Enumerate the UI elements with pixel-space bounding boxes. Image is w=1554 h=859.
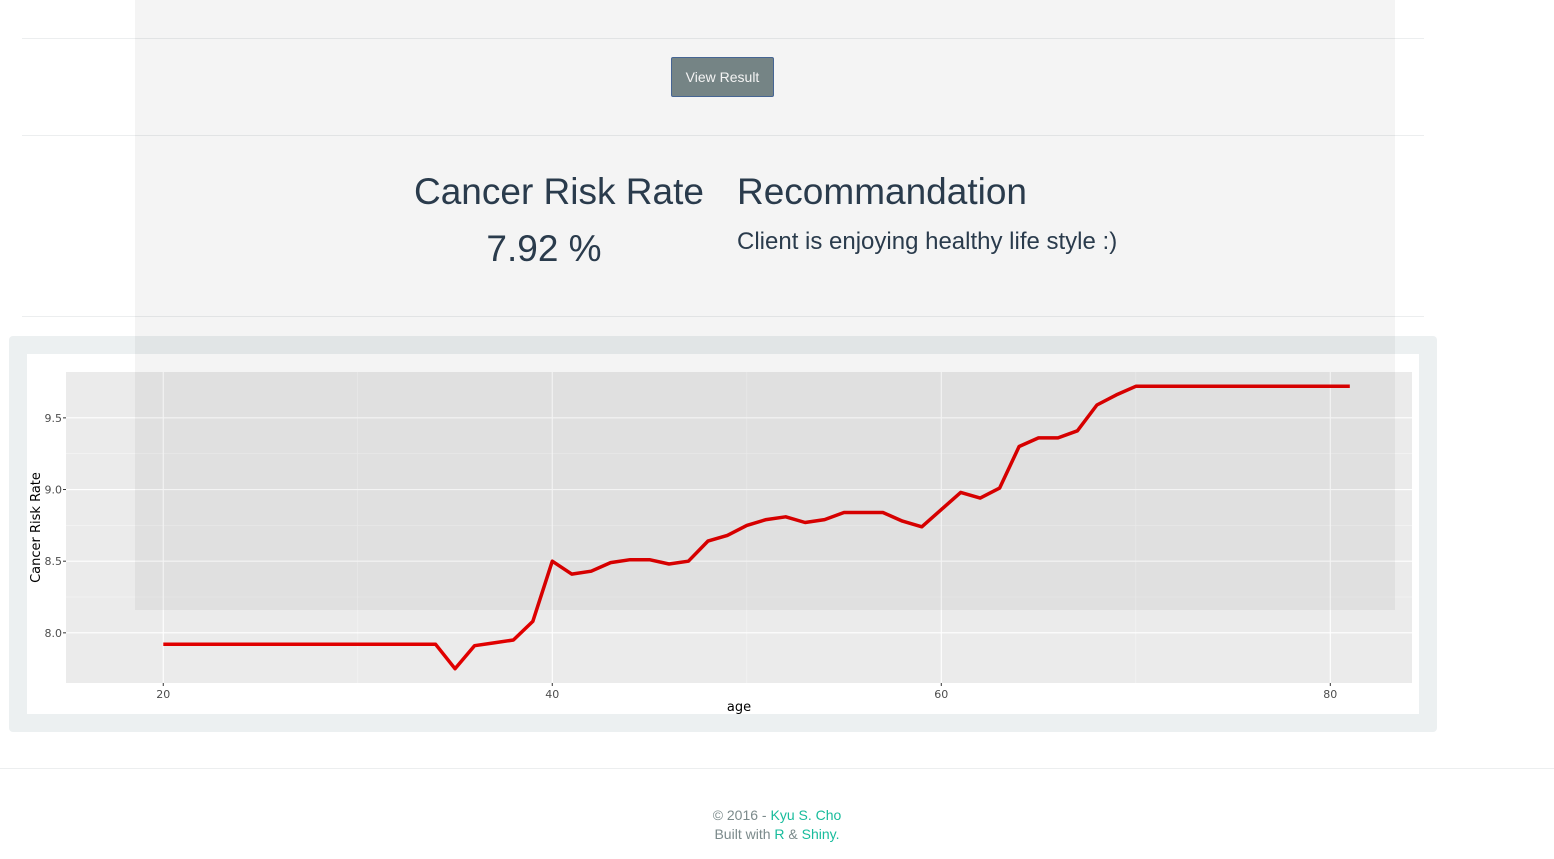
y-tick-label: 8.5 (45, 555, 63, 568)
divider-mid (22, 135, 1424, 136)
x-tick-label: 60 (934, 688, 948, 701)
y-tick-label: 9.5 (45, 412, 63, 425)
divider-bottom (22, 316, 1424, 317)
series-line (163, 384, 1350, 671)
footer-line-2: Built with R & Shiny. (0, 826, 1554, 842)
divider-top (22, 38, 1424, 39)
shiny-link[interactable]: Shiny. (801, 826, 840, 842)
x-tick-label: 80 (1323, 688, 1337, 701)
risk-by-age-chart: 20 40 60 80 8.0 8.5 9.0 9.5 age Cancer Risk Rate (29, 372, 1412, 715)
y-axis-label: Cancer Risk Rate (29, 472, 44, 583)
footer-line-1: © 2016 - Kyu S. Cho (0, 807, 1554, 823)
copyright-text: © 2016 - (712, 807, 771, 823)
view-result-button[interactable]: View Result (671, 57, 774, 97)
built-with-text: Built with (714, 826, 775, 842)
plot-container: 20 40 60 80 8.0 8.5 9.0 9.5 age Cancer Risk Rate (27, 354, 1419, 715)
x-tick-label: 20 (156, 688, 170, 701)
risk-heading: Cancer Risk Rate (414, 171, 704, 212)
author-link[interactable]: Kyu S. Cho (770, 807, 842, 823)
recommendation-heading: Recommandation (737, 171, 1027, 212)
footer-divider (0, 768, 1554, 769)
r-link[interactable]: R (774, 826, 785, 842)
x-tick-label: 40 (545, 688, 559, 701)
recommendation-text: Client is enjoying healthy life style :) (737, 228, 1118, 255)
x-axis-label: age (727, 700, 751, 714)
y-tick-label: 8.0 (45, 627, 63, 640)
risk-value: 7.92 % (486, 228, 602, 269)
amp-text: & (784, 826, 802, 842)
y-tick-label: 9.0 (45, 484, 63, 497)
